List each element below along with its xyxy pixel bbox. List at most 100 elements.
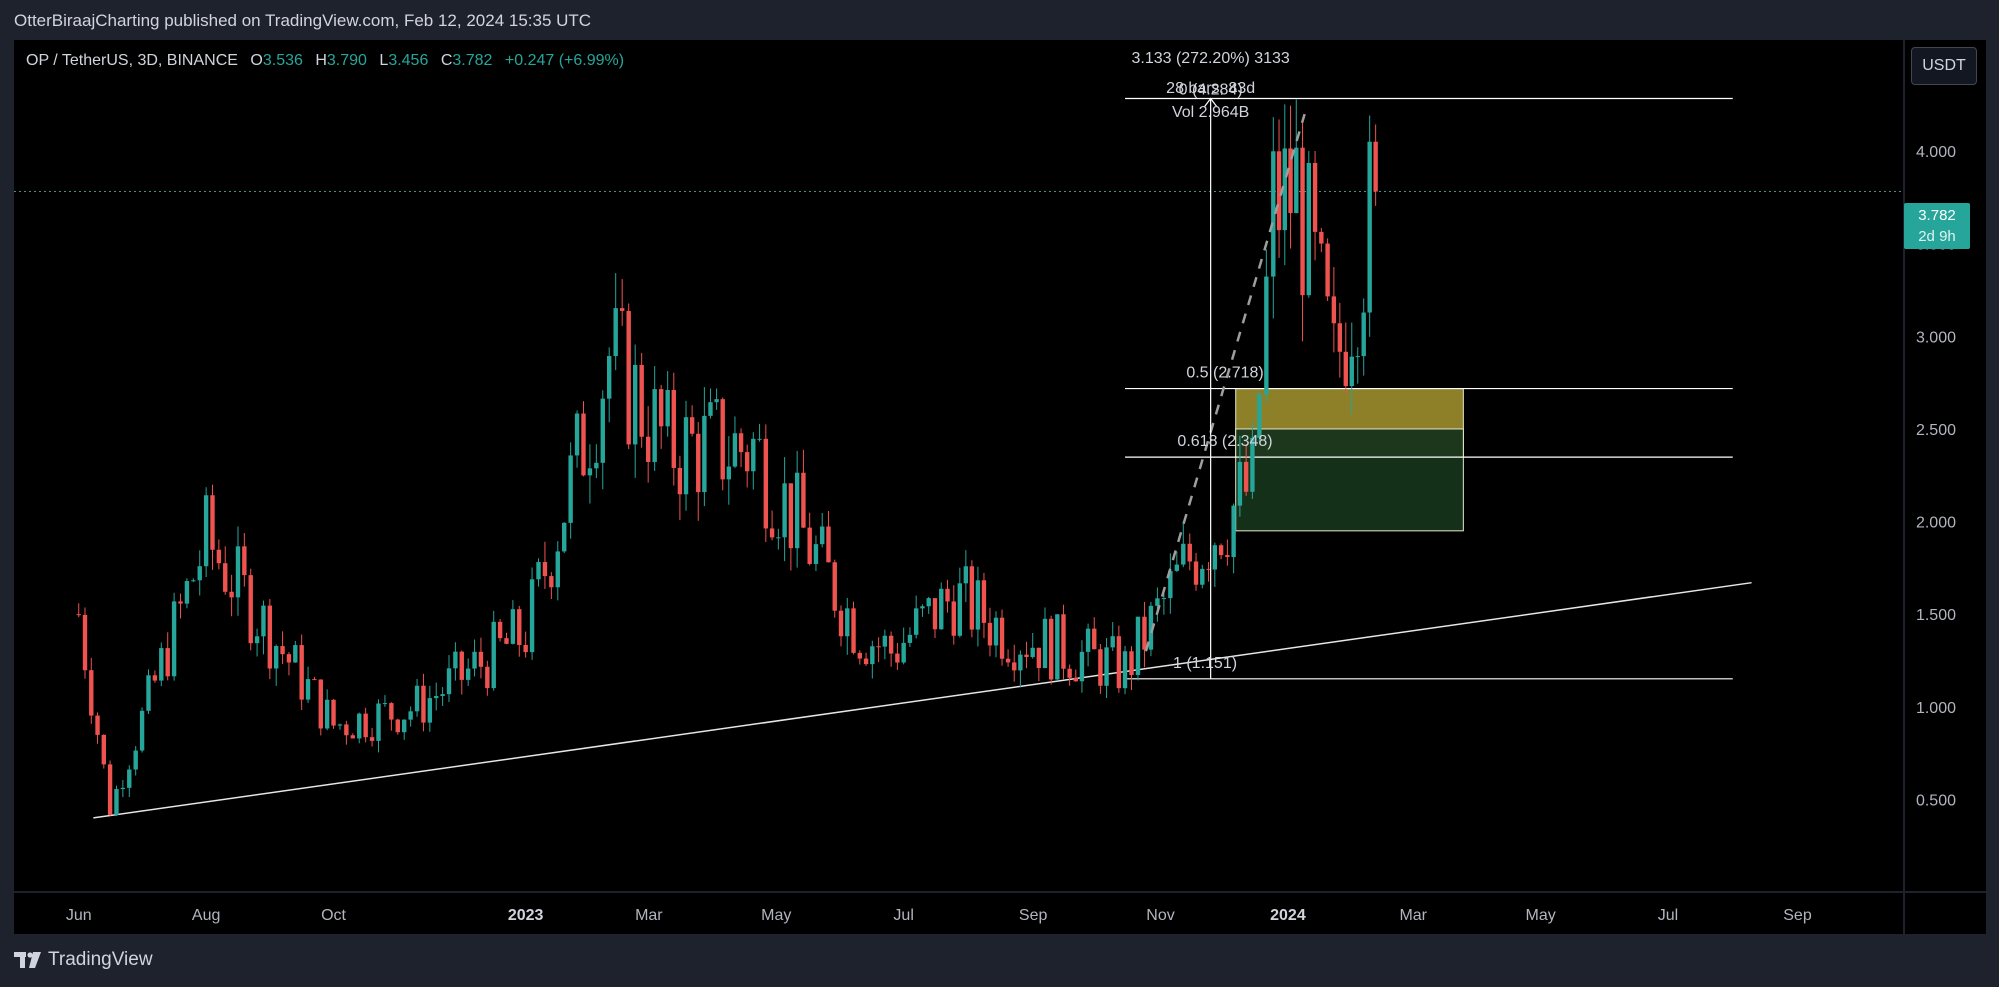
candle-body — [581, 413, 586, 476]
candle-body — [312, 679, 317, 681]
candle-body — [832, 562, 837, 611]
candlestick-chart[interactable]: 3.133 (272.20%) 3133 28 bars, 83d Vol 2.96… — [14, 40, 1986, 934]
candle-body — [1061, 614, 1066, 669]
candle-body — [1355, 356, 1360, 358]
candle-body — [1098, 649, 1103, 686]
candle-body — [1343, 351, 1348, 387]
candle-body — [286, 654, 292, 663]
candle-body — [344, 724, 349, 736]
currency-button[interactable]: USDT — [1911, 47, 1977, 85]
candle-body — [1206, 568, 1211, 570]
candle-body — [888, 635, 894, 654]
chart-area[interactable]: 3.133 (272.20%) 3133 28 bars, 83d Vol 2.96… — [14, 40, 1986, 934]
candle-body — [568, 455, 573, 523]
candle-body — [901, 642, 906, 663]
candle-body — [776, 537, 781, 539]
candle-body — [1116, 636, 1122, 689]
x-tick-label: Mar — [1399, 907, 1427, 924]
candle-body — [1231, 505, 1236, 558]
candle-body — [152, 675, 158, 681]
candle-body — [969, 566, 975, 630]
x-tick-label: Oct — [321, 907, 346, 924]
x-tick-label: Sep — [1019, 907, 1048, 924]
candle-body — [248, 575, 253, 644]
candle-body — [1300, 147, 1305, 296]
symbol-legend: OP / TetherUS, 3D, BINANCE O3.536 H3.790… — [26, 52, 624, 70]
candle-body — [1312, 162, 1318, 232]
candle-body — [107, 764, 113, 815]
candle-body — [1110, 636, 1115, 648]
measure-volume-label: Vol 2.964B — [1172, 104, 1249, 121]
candle-body — [1122, 651, 1128, 689]
footer-bar: TradingView — [0, 934, 1999, 987]
candle-body — [1218, 545, 1224, 556]
candle-body — [926, 598, 931, 607]
candle-body — [318, 679, 323, 729]
candle-body — [845, 608, 850, 637]
high-label: H — [315, 52, 327, 69]
y-tick-label: 2.000 — [1916, 515, 1956, 532]
symbol-name: OP / TetherUS, 3D, BINANCE — [26, 52, 238, 69]
candle-body — [882, 635, 888, 647]
tradingview-logo-text: TradingView — [48, 949, 153, 970]
candle-body — [587, 468, 593, 476]
candle-body — [744, 452, 750, 472]
candle-body — [453, 651, 458, 669]
candle-body — [139, 710, 145, 751]
header-bar: OtterBiraajCharting published on Trading… — [0, 0, 1999, 40]
candle-body — [1024, 654, 1029, 657]
candle-body — [939, 588, 944, 630]
candle-body — [1257, 394, 1262, 438]
candle-body — [517, 609, 522, 645]
y-tick-label: 1.000 — [1916, 700, 1956, 717]
candle-body — [229, 591, 234, 598]
candle-body — [987, 622, 993, 646]
candle-body — [389, 703, 394, 720]
candle-body — [1319, 231, 1324, 244]
candle-body — [235, 546, 241, 598]
candle-body — [382, 703, 388, 705]
candle-body — [1337, 323, 1343, 352]
candle-body — [626, 310, 631, 445]
candle-body — [1212, 545, 1218, 570]
candle-body — [1030, 647, 1035, 657]
candle-body — [178, 601, 183, 604]
candle-body — [1181, 543, 1186, 565]
candle-body — [267, 605, 273, 669]
candle-body — [1243, 461, 1249, 492]
candle-body — [863, 658, 869, 665]
candle-body — [751, 438, 756, 472]
open-label: O — [250, 52, 263, 69]
candle-body — [689, 417, 695, 434]
candle-body — [857, 652, 862, 659]
candle-body — [665, 390, 670, 427]
candle-body — [763, 438, 769, 529]
candle-body — [357, 713, 362, 739]
candle-body — [1155, 598, 1160, 606]
candle-body — [738, 433, 744, 453]
x-tick-label: 2023 — [508, 907, 544, 924]
candle-body — [645, 436, 651, 462]
candle-body — [1168, 570, 1173, 599]
candle-body — [1005, 658, 1011, 663]
candle-body — [89, 670, 94, 716]
candle-body — [242, 546, 247, 576]
candle-body — [720, 399, 725, 480]
candle-body — [1092, 628, 1097, 650]
candle-body — [732, 433, 738, 467]
candle-body — [485, 666, 490, 689]
candle-body — [677, 467, 683, 495]
x-tick-label: Jul — [1658, 907, 1678, 924]
candle-body — [658, 389, 664, 427]
candle-body — [363, 713, 368, 738]
tradingview-logo[interactable]: TradingView — [14, 949, 153, 971]
close-label: C — [440, 52, 453, 69]
candle-body — [1225, 555, 1230, 558]
fib-label-0: 0 (4.284) — [1179, 82, 1243, 99]
x-tick-label: Nov — [1146, 907, 1174, 924]
candle-body — [191, 580, 196, 582]
candle-body — [1174, 564, 1180, 571]
candle-body — [459, 651, 464, 680]
candle-body — [619, 308, 625, 311]
candle-body — [1294, 147, 1299, 214]
